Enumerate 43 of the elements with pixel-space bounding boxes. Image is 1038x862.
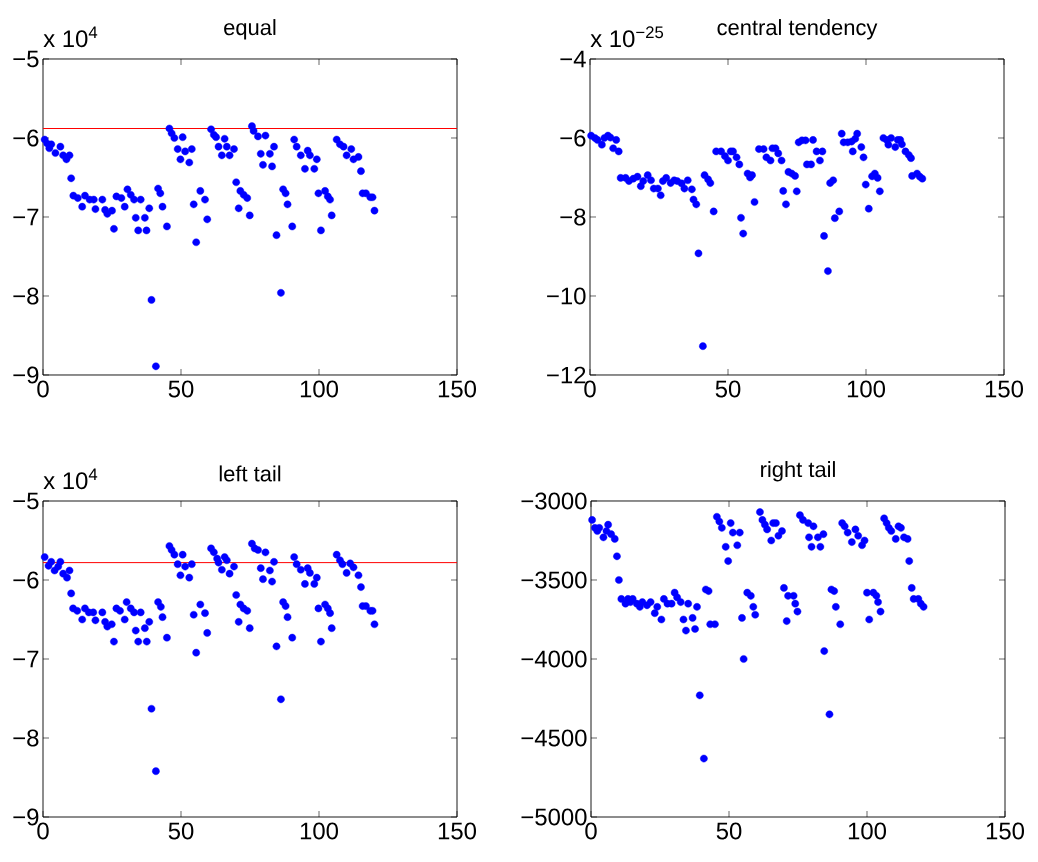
x-tick-label: 50 bbox=[168, 822, 194, 840]
x-tick-label: 150 bbox=[438, 380, 476, 398]
x-tick-label: 0 bbox=[585, 822, 597, 840]
y-tick-label: −6 bbox=[13, 571, 39, 589]
y-tick-label: −4 bbox=[560, 50, 586, 68]
x-tick-label: 0 bbox=[37, 380, 49, 398]
x-tick-label: 100 bbox=[300, 822, 338, 840]
chart-title: central tendency bbox=[717, 19, 878, 40]
y-tick-label: −7 bbox=[13, 650, 39, 668]
x-tick-label: 100 bbox=[848, 822, 887, 840]
text: x 10$^{−25}$ bbox=[590, 26, 664, 48]
y-tick-label: −6 bbox=[560, 129, 586, 147]
y-tick-label: −8 bbox=[560, 208, 586, 226]
y-tick-label: −7 bbox=[13, 208, 39, 226]
x-tick-label: 50 bbox=[716, 822, 742, 840]
chart-title: equal bbox=[224, 19, 276, 40]
y-tick-label: −5000 bbox=[521, 808, 587, 826]
text: x 10$^{4}$ bbox=[43, 26, 98, 48]
y-tick-label: −3000 bbox=[521, 492, 587, 510]
x-tick-label: 100 bbox=[847, 380, 886, 398]
y-tick-label: −5 bbox=[13, 492, 39, 510]
x-tick-label: 0 bbox=[37, 822, 49, 840]
y-tick-label: −3500 bbox=[521, 571, 587, 589]
text: x 10$^{4}$ bbox=[43, 468, 98, 490]
x-tick-label: 100 bbox=[300, 380, 338, 398]
y-tick-label: −12 bbox=[547, 366, 586, 384]
y-tick-label: −5 bbox=[13, 50, 39, 68]
x-tick-label: 0 bbox=[584, 380, 596, 398]
x-tick-label: 150 bbox=[985, 380, 1024, 398]
chart-title: right tail bbox=[761, 461, 835, 482]
y-tick-label: −4500 bbox=[521, 729, 587, 747]
y-tick-label: −6 bbox=[13, 129, 39, 147]
y-tick-label: −9 bbox=[13, 366, 39, 384]
x-tick-label: 150 bbox=[438, 822, 476, 840]
y-tick-label: −9 bbox=[13, 808, 39, 826]
y-tick-label: −8 bbox=[13, 287, 39, 305]
x-tick-label: 50 bbox=[168, 380, 194, 398]
chart-title: left tail bbox=[219, 465, 281, 482]
y-tick-label: −8 bbox=[13, 729, 39, 747]
x-tick-label: 150 bbox=[986, 822, 1025, 840]
y-tick-label: −10 bbox=[547, 287, 586, 305]
x-tick-label: 50 bbox=[715, 380, 741, 398]
y-tick-label: −4000 bbox=[521, 650, 587, 668]
